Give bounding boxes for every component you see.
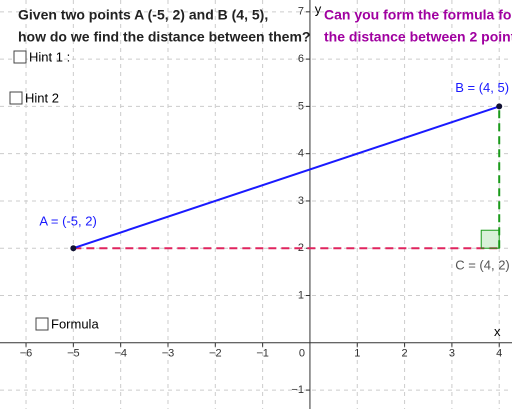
- x-tick-label: 4: [496, 348, 502, 360]
- y-tick-label: 3: [298, 195, 304, 207]
- x-tick-label: −6: [20, 348, 33, 360]
- checkbox-label[interactable]: Formula: [51, 316, 99, 331]
- point-label: C = (4, 2): [455, 258, 510, 273]
- question-line: how do we find the distance between them…: [18, 29, 310, 45]
- right-angle: [480, 229, 500, 249]
- point: [70, 245, 77, 252]
- x-tick-label: 2: [402, 348, 408, 360]
- checkbox-label[interactable]: Hint 1 :: [29, 49, 70, 64]
- y-tick-label: −1: [291, 384, 304, 396]
- y-tick-label: 4: [298, 148, 304, 160]
- prompt-line: Can you form the formula for fi: [324, 7, 512, 23]
- y-tick-label: 5: [298, 100, 304, 112]
- x-tick-label: −5: [67, 348, 80, 360]
- question-line: Given two points A (-5, 2) and B (4, 5),: [18, 7, 268, 23]
- y-tick-label: 6: [298, 53, 304, 65]
- x-tick-label: −4: [114, 348, 127, 360]
- checkbox[interactable]: [35, 317, 49, 331]
- x-tick-label: −1: [256, 348, 269, 360]
- y-tick-label: 1: [298, 289, 304, 301]
- segment-ab: [73, 105, 500, 250]
- x-axis-label: x: [494, 324, 501, 339]
- prompt-line: the distance between 2 points?: [324, 29, 512, 45]
- x-tick-label: 3: [449, 348, 455, 360]
- checkbox[interactable]: [9, 91, 23, 105]
- point: [496, 103, 503, 110]
- x-tick-label: 0: [299, 348, 305, 360]
- checkbox-label[interactable]: Hint 2: [25, 90, 59, 105]
- geometry: A = (-5, 2) B = (4, 5) C = (4, 2): [39, 80, 509, 273]
- x-tick-label: −2: [209, 348, 222, 360]
- point-label: A = (-5, 2): [39, 214, 96, 229]
- x-tick-label: −3: [162, 348, 175, 360]
- point-label: B = (4, 5): [455, 80, 509, 95]
- y-tick-label: 7: [298, 6, 304, 18]
- y-axis-label: y: [315, 1, 322, 16]
- checkbox[interactable]: [13, 50, 27, 64]
- x-tick-label: 1: [354, 348, 360, 360]
